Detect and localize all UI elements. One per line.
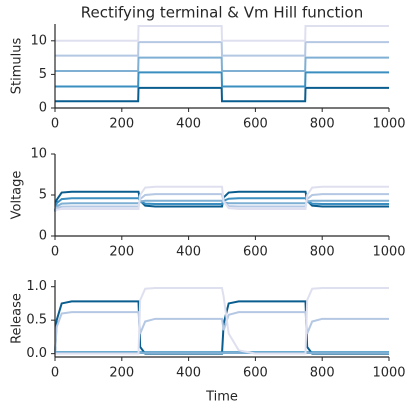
series-line (54, 185, 389, 213)
x-tick-label: 400 (176, 245, 201, 260)
series-line (55, 56, 389, 73)
x-tick-label: 800 (310, 366, 335, 381)
x-axis-label: Time (205, 390, 238, 405)
series-line (54, 199, 389, 212)
series-line (54, 300, 389, 355)
x-tick-label: 800 (310, 245, 335, 260)
x-tick-label: 400 (176, 117, 201, 132)
x-tick-label: 1000 (372, 366, 405, 381)
y-tick-label: 5 (39, 67, 47, 82)
y-tick-label: 10 (30, 147, 47, 162)
y-tick-label: 0 (39, 101, 47, 116)
y-tick-label: 0 (39, 229, 47, 244)
y-tick-label: 5 (39, 188, 47, 203)
y-tick-label: 0.5 (26, 313, 47, 328)
y-tick-label: 1.0 (26, 279, 47, 294)
series-line (54, 311, 389, 354)
y-axis-label: Voltage (10, 171, 25, 220)
x-tick-label: 200 (109, 366, 134, 381)
x-tick-label: 1000 (372, 117, 405, 132)
series-line (55, 287, 389, 355)
x-tick-label: 600 (243, 245, 268, 260)
y-tick-label: 10 (30, 33, 47, 48)
series-line (55, 71, 389, 88)
x-tick-label: 600 (243, 117, 268, 132)
x-tick-label: 0 (51, 117, 59, 132)
y-axis-label: Release (10, 293, 25, 344)
x-tick-label: 0 (51, 245, 59, 260)
series-line (55, 41, 389, 57)
y-axis-label: Stimulus (10, 38, 25, 95)
chart-title: Rectifying terminal & Vm Hill function (81, 4, 364, 22)
x-tick-label: 0 (51, 366, 59, 381)
x-tick-label: 400 (176, 366, 201, 381)
x-tick-label: 200 (109, 117, 134, 132)
series-line (55, 25, 389, 42)
x-tick-label: 800 (310, 117, 335, 132)
x-tick-label: 1000 (372, 245, 405, 260)
series-line (55, 86, 389, 103)
x-tick-label: 200 (109, 245, 134, 260)
x-tick-label: 600 (243, 366, 268, 381)
y-tick-label: 0.0 (26, 346, 47, 361)
